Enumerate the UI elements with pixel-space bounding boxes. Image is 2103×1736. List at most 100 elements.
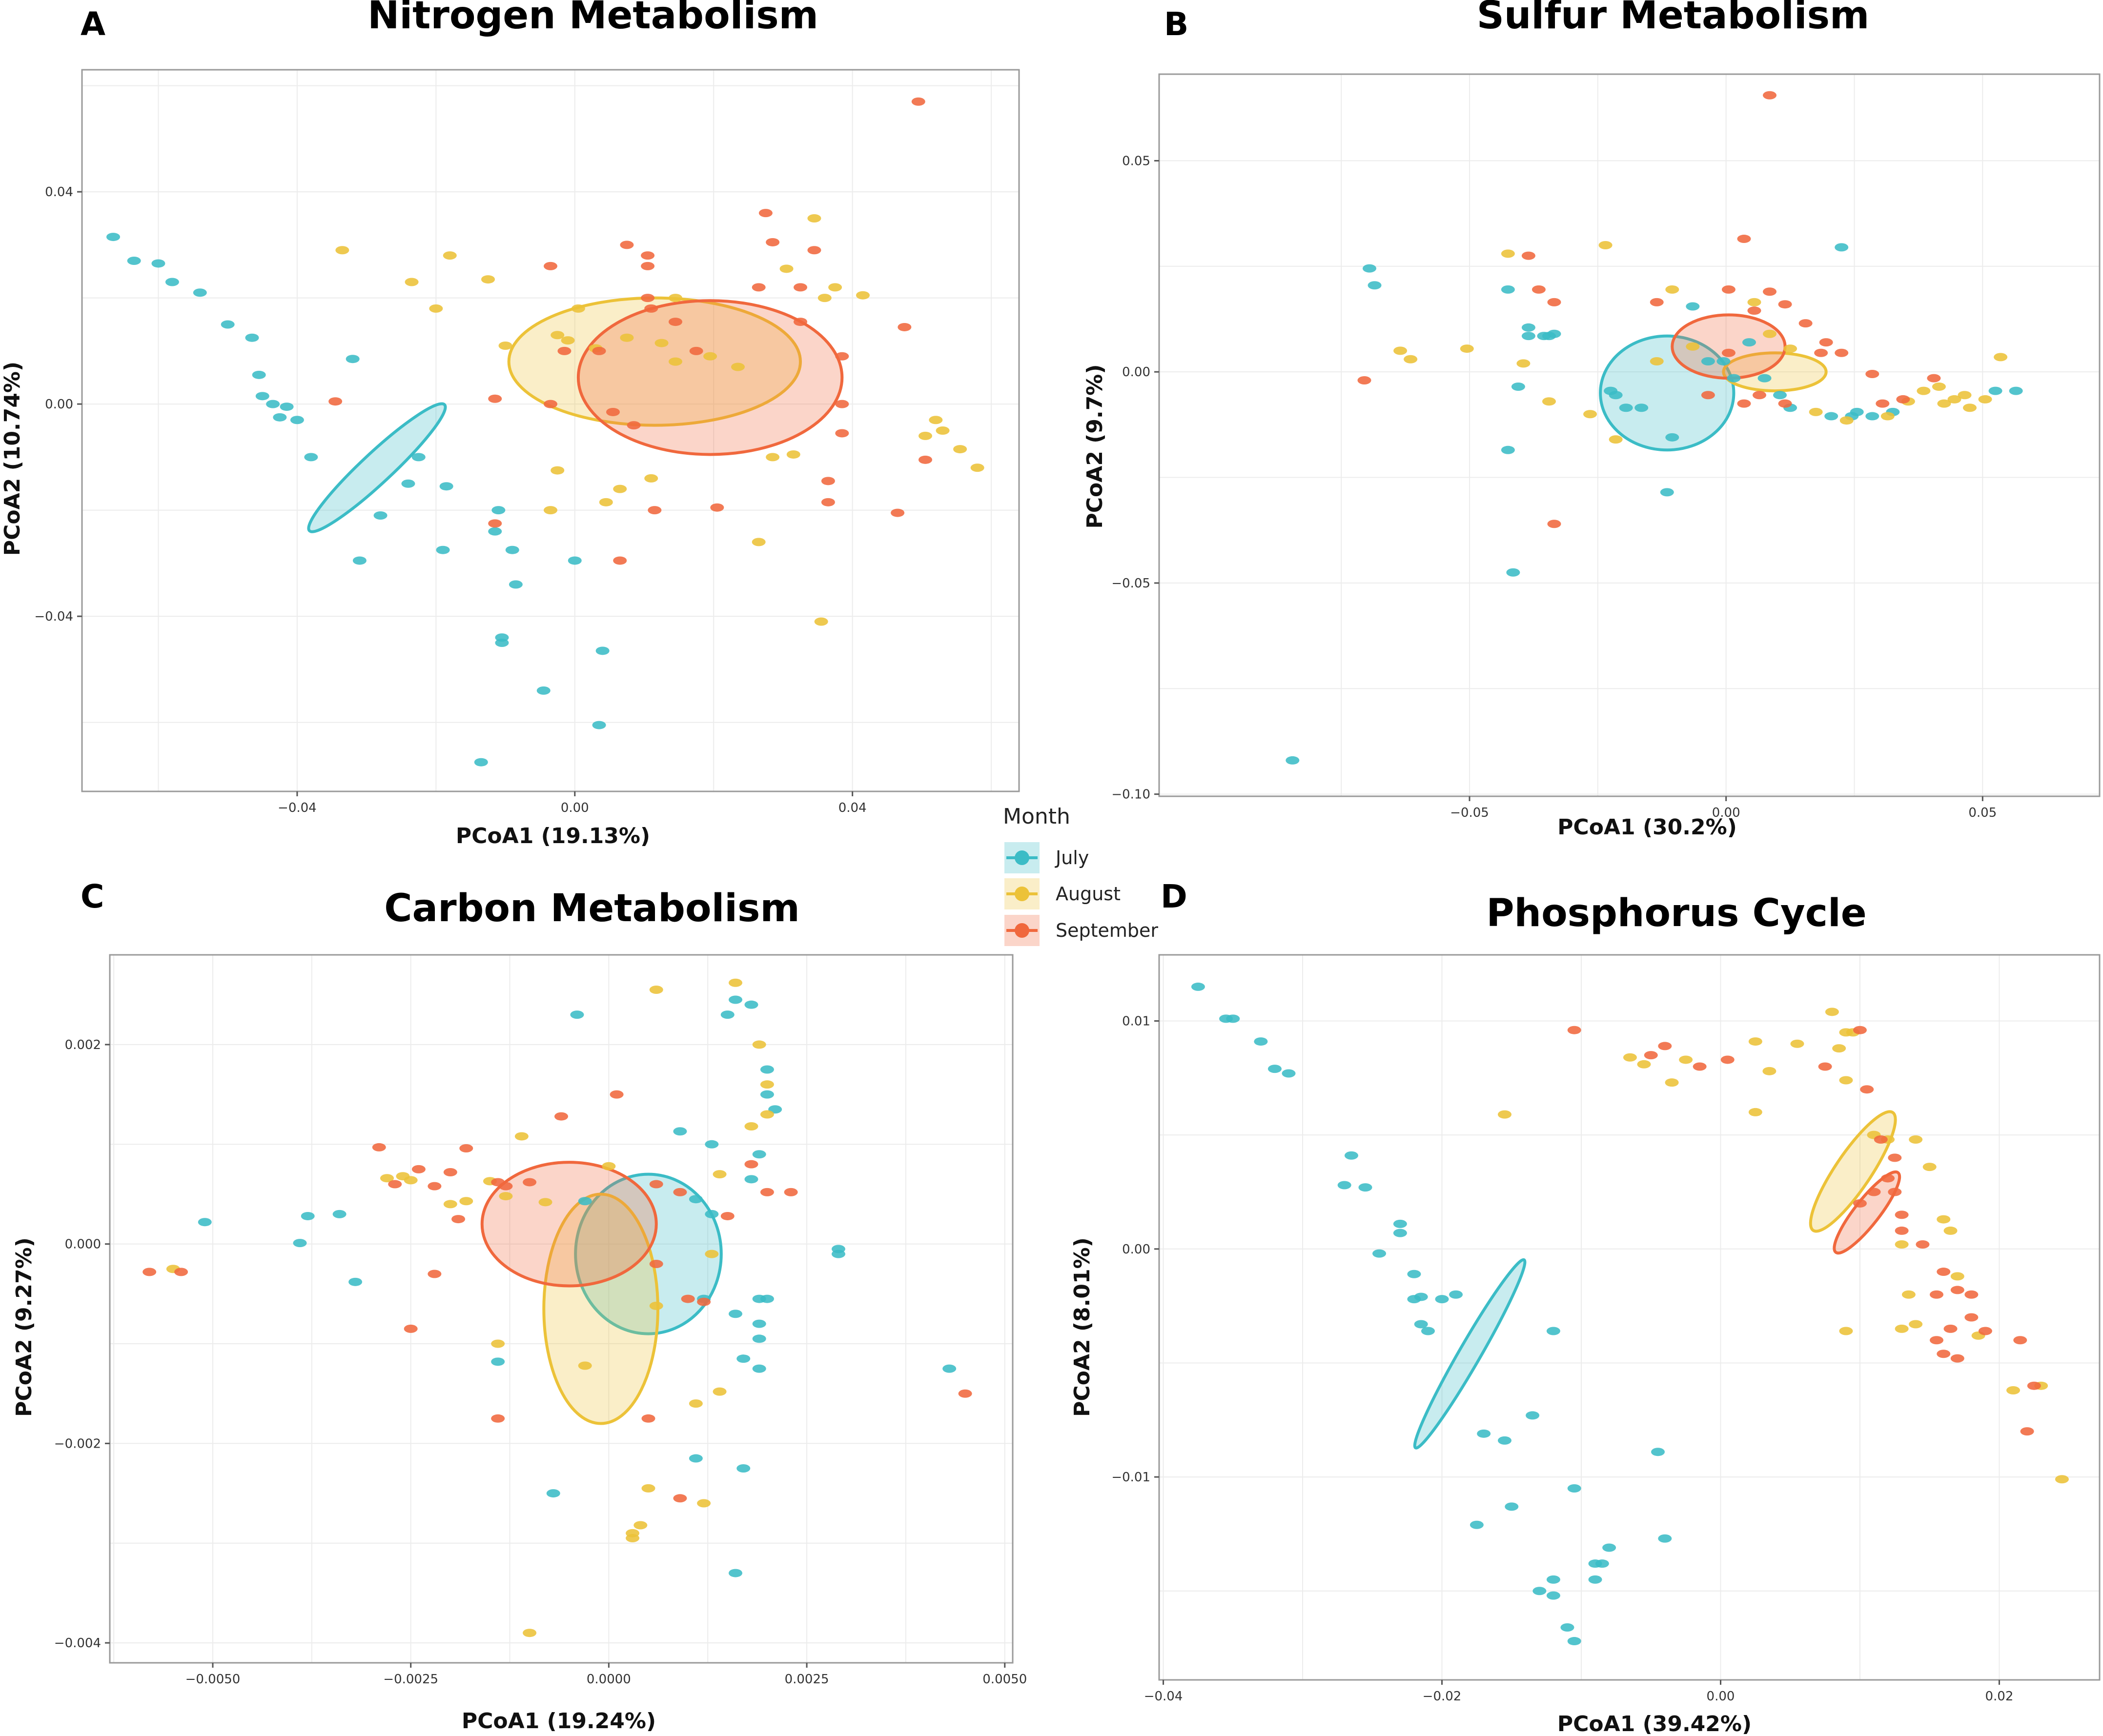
panel-b-title: Sulfur Metabolism (1477, 0, 1870, 38)
panel-d-point-august (1748, 1037, 1762, 1046)
panel-c-point-july (752, 1334, 766, 1343)
panel-d-point-august (1895, 1240, 1909, 1249)
panel-d-point-september (1964, 1290, 1979, 1299)
legend-key-dot-july (1015, 850, 1029, 865)
panel-a-point-september (620, 241, 634, 249)
panel-a-point-september (669, 318, 682, 326)
panel-c-point-september (428, 1270, 442, 1278)
panel-c-point-july (752, 1150, 766, 1159)
panel-a-point-august (731, 363, 745, 371)
panel-a-point-july (495, 639, 509, 647)
panel-a-point-august (828, 283, 842, 292)
panel-b-point-august (1839, 416, 1854, 425)
panel-a-point-september (606, 407, 620, 416)
panel-c-point-july (689, 1454, 703, 1463)
panel-c-point-july (744, 1175, 758, 1184)
panel-a-point-september (919, 455, 932, 464)
panel-a-point-august (919, 431, 932, 440)
panel-d-point-july (1191, 982, 1205, 991)
panel-d-point-august (2055, 1475, 2069, 1484)
panel-b-point-september (1547, 298, 1561, 306)
panel-b-point-august (1947, 395, 1961, 404)
panel-d-point-july (1532, 1587, 1547, 1595)
panel-a-point-august (405, 278, 419, 286)
panel-c-xtick-label: 0.0050 (982, 1672, 1027, 1687)
panel-d-point-july (1658, 1534, 1672, 1543)
panel-b-point-july (1665, 433, 1679, 442)
panel-d-ellipse-july (1413, 1258, 1527, 1450)
panel-a-point-august (970, 464, 984, 472)
panel-b-grid (1159, 74, 2100, 796)
panel-d-point-august (1943, 1226, 1958, 1235)
panel-b-point-september (1357, 376, 1371, 384)
panel-d-point-july (1435, 1295, 1449, 1304)
panel-b-point-july (1609, 391, 1623, 400)
panel-d-xtick-label: −0.04 (1144, 1689, 1183, 1704)
panel-d-point-september (1853, 1026, 1867, 1034)
panel-d-point-july (1254, 1037, 1268, 1046)
panel-a-point-august (766, 453, 780, 462)
panel-b-point-september (1531, 285, 1546, 294)
panel-b-point-july (1835, 243, 1849, 252)
panel-c-point-september (523, 1178, 537, 1187)
panel-c-point-september (673, 1188, 687, 1196)
panel-b-xtick-label: 0.05 (1968, 806, 1997, 820)
panel-a-point-july (127, 257, 141, 265)
panel-a-point-august (613, 484, 627, 493)
panel-b-point-september (1896, 395, 1910, 404)
panel-d-point-july (1497, 1436, 1511, 1445)
panel-a-point-august (814, 617, 828, 626)
panel-a-ylabel: PCoA2 (10.74%) (0, 362, 25, 556)
panel-d-ellipses (1413, 1110, 1901, 1450)
panel-a-point-september (592, 346, 606, 355)
panel-c-point-september (697, 1297, 711, 1306)
panel-a-point-july (436, 545, 450, 554)
panel-a-point-august (936, 426, 950, 435)
panel-b-point-july (1511, 382, 1525, 391)
panel-a-plot-background (82, 70, 1019, 791)
panel-b-series-september (1357, 91, 1941, 528)
panel-c-point-july (831, 1250, 845, 1258)
panel-c-ytick-label: 0.002 (65, 1038, 101, 1052)
panel-c-series-august (166, 978, 774, 1637)
panel-c-point-july (760, 1090, 774, 1099)
panel-d-point-august (1665, 1078, 1679, 1087)
panel-a-point-august (752, 538, 766, 546)
panel-a-point-september (835, 352, 849, 361)
legend-label-august: August (1056, 883, 1121, 905)
panel-d-point-july (1546, 1575, 1560, 1584)
panel-a-point-july (373, 511, 388, 520)
panel-a-point-august (335, 246, 349, 255)
panel-b-point-july (1773, 391, 1787, 400)
panel-a-point-august (644, 474, 658, 483)
panel-b-point-august (1937, 399, 1951, 408)
panel-c-point-july (729, 1569, 743, 1577)
panel-c-point-august (523, 1629, 537, 1637)
panel-d-point-september (1888, 1153, 1902, 1162)
panel-b-ellipse-july (1599, 334, 1735, 452)
panel-a-point-september (898, 323, 912, 331)
panel-a-point-august (551, 466, 565, 475)
panel-a-grid (82, 70, 1019, 791)
panel-c-point-september (499, 1182, 513, 1191)
panel-a-point-august (443, 251, 457, 260)
panel-d-point-september (1867, 1188, 1881, 1196)
panel-a-point-september (911, 97, 925, 106)
panel-c-point-august (641, 1484, 655, 1493)
panel-c-point-september (958, 1389, 972, 1398)
panel-a-ytick-label: 0.04 (45, 185, 73, 200)
panel-a-point-september (641, 294, 655, 303)
panel-d-point-july (1358, 1183, 1372, 1192)
panel-d-point-july (1414, 1320, 1428, 1329)
panel-d-point-july (1588, 1575, 1602, 1584)
panel-a-point-august (786, 450, 800, 459)
panel-a-point-september (752, 283, 766, 292)
panel-d-ylabel: PCoA2 (8.01%) (1070, 1237, 1095, 1417)
panel-c-ellipse-september (480, 1161, 658, 1288)
panel-b-point-september (1753, 391, 1766, 400)
panel-d-point-july (1505, 1502, 1519, 1511)
panel-d-xtick-label: −0.02 (1423, 1689, 1462, 1704)
panel-d-point-august (1637, 1060, 1651, 1069)
panel-a-point-september (821, 477, 835, 485)
panel-d-point-september (1929, 1336, 1943, 1345)
